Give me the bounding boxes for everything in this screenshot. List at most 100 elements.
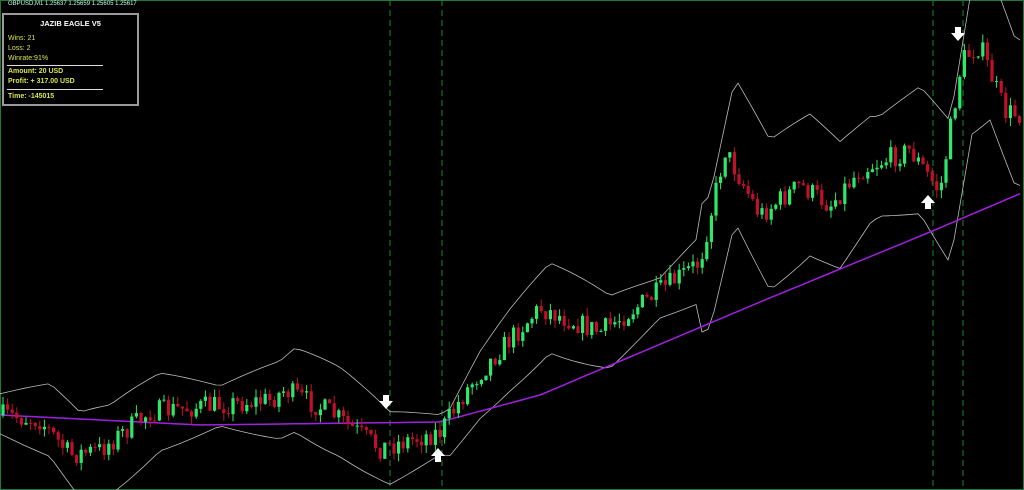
candle-body <box>479 380 483 385</box>
candle-body <box>847 183 851 188</box>
candle-body <box>240 401 244 412</box>
candle-body <box>139 413 143 422</box>
candle-body <box>323 399 327 410</box>
candle-body <box>783 191 787 205</box>
candle-body <box>199 400 203 409</box>
candle-body <box>930 171 934 182</box>
candle-body <box>171 403 175 416</box>
candle-body <box>995 81 999 83</box>
candle-body <box>236 398 240 402</box>
candle-body <box>912 148 916 162</box>
candle-body <box>627 319 631 326</box>
candle-body <box>834 200 838 207</box>
candle-body <box>107 443 111 455</box>
candle-body <box>539 306 543 312</box>
candle-body <box>208 396 212 411</box>
sell-arrow <box>951 27 965 41</box>
candle-body <box>461 401 465 405</box>
candle-body <box>498 360 502 365</box>
candle-body <box>838 200 842 204</box>
candle-body <box>659 280 663 283</box>
candle-body <box>47 426 51 428</box>
candle-body <box>29 422 33 424</box>
candle-body <box>190 411 194 417</box>
candle-body <box>249 404 253 407</box>
candle-body <box>590 322 594 336</box>
candle-body <box>254 397 258 407</box>
candle-body <box>410 437 414 440</box>
candle-body <box>944 159 948 183</box>
candle-body <box>751 193 755 200</box>
candle-body <box>318 409 322 416</box>
candle-body <box>857 177 861 179</box>
candle-body <box>889 147 893 163</box>
candle-body <box>866 172 870 179</box>
candle-body <box>121 429 125 431</box>
candle-body <box>33 422 37 427</box>
candle-body <box>153 420 157 422</box>
candle-body <box>305 391 309 393</box>
candle-body <box>456 401 460 414</box>
candle-body <box>24 422 28 425</box>
candle-body <box>424 434 428 446</box>
candle-body <box>392 443 396 454</box>
candle-body <box>203 396 207 401</box>
candle-body <box>180 406 184 409</box>
candle-body <box>820 189 824 206</box>
candle-body <box>443 418 447 438</box>
candle-body <box>314 411 318 416</box>
divider <box>7 89 103 90</box>
candle-body <box>93 446 97 448</box>
candle-body <box>98 444 102 448</box>
candle-body <box>962 50 966 77</box>
candle-body <box>387 442 391 444</box>
amount: Amount: 20 USD <box>8 68 64 75</box>
candle-body <box>852 177 856 188</box>
candle-body <box>176 403 180 407</box>
candle-body <box>769 208 773 220</box>
candle-body <box>949 118 953 160</box>
candle-body <box>1018 116 1022 123</box>
candle-body <box>972 56 976 58</box>
buy-arrow <box>431 448 445 462</box>
candle-body <box>608 318 612 325</box>
candle-body <box>585 315 589 336</box>
candle-body <box>70 442 74 455</box>
candle-body <box>893 147 897 167</box>
candle-body <box>295 383 299 390</box>
moving-average <box>0 193 1021 426</box>
upper-band <box>0 0 1021 415</box>
candle-body <box>981 42 985 57</box>
buy-arrow <box>921 195 935 209</box>
candle-body <box>116 430 120 450</box>
candle-body <box>222 409 226 414</box>
candle-body <box>1 404 5 416</box>
candle-body <box>742 184 746 186</box>
candle-body <box>728 152 732 158</box>
candle-body <box>1013 105 1017 117</box>
candle-body <box>489 358 493 376</box>
candle-body <box>1004 92 1008 119</box>
candle-body <box>594 322 598 332</box>
candle-body <box>898 163 902 167</box>
candle-body <box>870 169 874 173</box>
candle-body <box>245 404 249 412</box>
candle-body <box>654 282 658 300</box>
candle-body <box>102 444 106 455</box>
candle-body <box>475 384 479 386</box>
candle-body <box>79 449 83 463</box>
candle-body <box>916 157 920 162</box>
candle-body <box>571 326 575 329</box>
candle-body <box>935 181 939 191</box>
candle-body <box>824 205 828 211</box>
candle-body <box>861 178 865 180</box>
candle-body <box>130 416 134 438</box>
candle-body <box>884 162 888 166</box>
candle-body <box>111 443 115 450</box>
candle-body <box>617 321 621 323</box>
candle-body <box>420 441 424 446</box>
candle-body <box>65 442 69 448</box>
candle-body <box>926 164 930 172</box>
